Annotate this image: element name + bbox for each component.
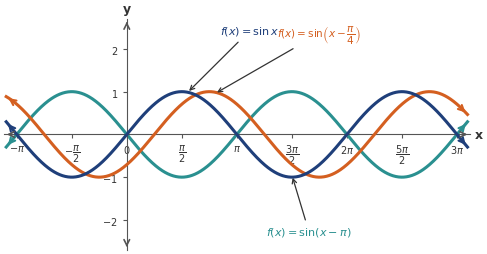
Text: $f(x) = \sin x$: $f(x) = \sin x$ <box>190 25 279 91</box>
Text: $\bf{x}$: $\bf{x}$ <box>474 129 484 141</box>
Text: $\bf{y}$: $\bf{y}$ <box>122 4 132 18</box>
Text: $f(x) = \sin(x - \pi)$: $f(x) = \sin(x - \pi)$ <box>266 179 352 239</box>
Text: $f(x) = \sin\!\left(x - \dfrac{\pi}{4}\right)$: $f(x) = \sin\!\left(x - \dfrac{\pi}{4}\r… <box>218 23 362 92</box>
